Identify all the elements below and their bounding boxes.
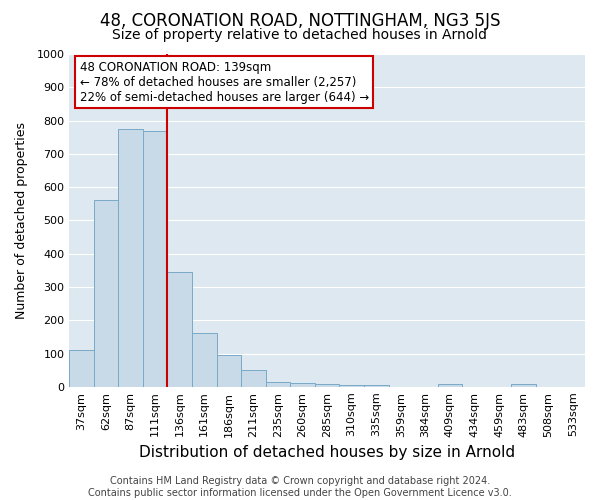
Bar xyxy=(315,384,340,387)
Bar xyxy=(192,332,217,387)
Text: 48, CORONATION ROAD, NOTTINGHAM, NG3 5JS: 48, CORONATION ROAD, NOTTINGHAM, NG3 5JS xyxy=(100,12,500,30)
X-axis label: Distribution of detached houses by size in Arnold: Distribution of detached houses by size … xyxy=(139,445,515,460)
Bar xyxy=(94,200,118,387)
Bar xyxy=(143,130,167,387)
Text: Size of property relative to detached houses in Arnold: Size of property relative to detached ho… xyxy=(113,28,487,42)
Bar xyxy=(69,350,94,387)
Bar xyxy=(340,385,364,387)
Y-axis label: Number of detached properties: Number of detached properties xyxy=(15,122,28,319)
Bar xyxy=(167,272,192,387)
Bar xyxy=(511,384,536,387)
Bar xyxy=(241,370,266,387)
Bar xyxy=(437,384,462,387)
Text: 48 CORONATION ROAD: 139sqm
← 78% of detached houses are smaller (2,257)
22% of s: 48 CORONATION ROAD: 139sqm ← 78% of deta… xyxy=(80,60,369,104)
Bar xyxy=(290,383,315,387)
Bar xyxy=(118,129,143,387)
Bar xyxy=(364,385,389,387)
Text: Contains HM Land Registry data © Crown copyright and database right 2024.
Contai: Contains HM Land Registry data © Crown c… xyxy=(88,476,512,498)
Bar xyxy=(217,354,241,387)
Bar xyxy=(266,382,290,387)
